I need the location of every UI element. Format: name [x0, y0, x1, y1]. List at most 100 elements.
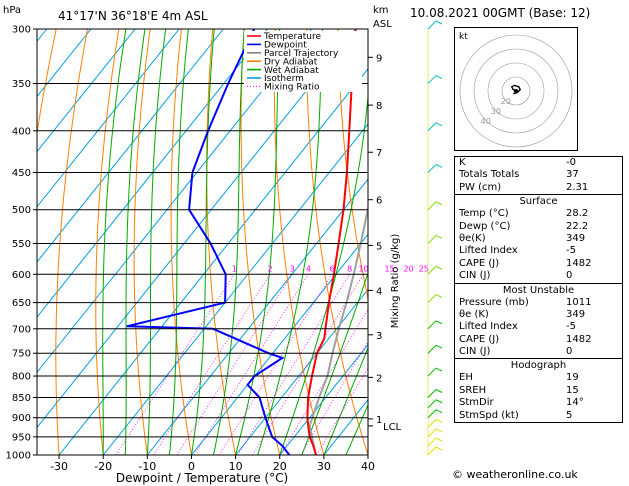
- legend-label: Temperature: [263, 32, 321, 42]
- wind-barb: [427, 235, 437, 244]
- wet-adiabat-line: [257, 29, 323, 455]
- km-tick-label: 1: [376, 415, 382, 426]
- wind-barb: [427, 164, 437, 173]
- km-tick-label: 4: [376, 286, 382, 297]
- hodograph-trace: [510, 84, 522, 95]
- hodograph-ring-label: 40: [481, 117, 491, 126]
- wind-barb: [427, 437, 437, 447]
- wind-barb-flag: [435, 437, 443, 442]
- index-name: Totals Totals: [459, 169, 520, 181]
- mixing-ratio-label: 1: [232, 264, 237, 273]
- isotherm-line: [37, 29, 312, 374]
- index-row: Dewp (°C) 22.2: [455, 221, 622, 233]
- wind-barb-flag: [435, 409, 443, 414]
- wind-barb-flag: [435, 418, 443, 423]
- datetime-label: 10.08.2021 00GMT (Base: 12): [410, 6, 591, 20]
- index-name: Temp (°C): [459, 208, 509, 220]
- mixing-ratio-line: [153, 274, 271, 455]
- index-row: θe(K) 349: [455, 233, 622, 245]
- dry-adiabat-line: [337, 29, 368, 301]
- wind-barb-flag: [435, 446, 443, 451]
- wind-barb: [427, 265, 437, 275]
- index-row: CAPE (J) 1482: [455, 334, 622, 346]
- y-tick-label: 850: [12, 393, 31, 404]
- index-row: StmDir 14°: [455, 397, 622, 409]
- location-label: 41°17'N 36°18'E 4m ASL: [58, 9, 208, 23]
- legend-label: Dewpoint: [264, 41, 307, 51]
- wind-barb-flag: [435, 399, 443, 404]
- wind-barb: [427, 409, 437, 419]
- y-tick-label: 300: [12, 25, 31, 36]
- km-tick-label: 3: [376, 331, 382, 342]
- index-value: -5: [566, 321, 576, 333]
- dry-adiabat-line: [273, 29, 325, 455]
- index-name: StmSpd (kt): [459, 409, 519, 421]
- index-name: SREH: [459, 384, 487, 396]
- index-name: CIN (J): [459, 346, 491, 358]
- wind-barb-flag: [435, 265, 443, 270]
- hodograph-ring: [473, 48, 559, 134]
- index-row: θe (K) 349: [455, 309, 622, 321]
- index-name: θe (K): [459, 308, 489, 320]
- hodograph-ring-label: 20: [501, 97, 511, 106]
- index-value: 15: [566, 384, 579, 396]
- index-name: K: [459, 157, 466, 168]
- mixing-ratio-line: [252, 274, 364, 455]
- index-value: 349: [566, 308, 586, 320]
- km-tick-label: 2: [376, 373, 382, 384]
- wind-barb-flag: [435, 367, 443, 372]
- isotherm-line: [37, 29, 180, 208]
- y-tick-label: 900: [12, 413, 31, 424]
- y-tick-label: 550: [12, 239, 31, 250]
- index-row: CIN (J) 0: [455, 346, 622, 358]
- legend-label: Mixing Ratio: [264, 83, 320, 93]
- y-tick-label: 600: [12, 270, 31, 281]
- y-tick-label: 650: [12, 298, 31, 309]
- mixing-ratio-label: 10: [358, 264, 368, 273]
- dry-adiabat-line: [305, 29, 368, 455]
- isotherm-line: [146, 178, 368, 455]
- legend-label: Parcel Trajectory: [264, 49, 339, 59]
- hodograph-unit-label: kt: [459, 32, 468, 42]
- index-value: 1482: [566, 333, 592, 345]
- index-value: -0: [566, 157, 576, 168]
- y-tick-label: 400: [12, 126, 31, 137]
- index-row: SREH 15: [455, 385, 622, 397]
- index-name: Lifted Index: [459, 245, 518, 257]
- index-row: Lifted Index -5: [455, 245, 622, 257]
- parcel-trajectory-line: [308, 203, 368, 455]
- y-tick-label: 750: [12, 349, 31, 360]
- wind-barb-flag: [435, 344, 443, 349]
- isotherm-line: [37, 29, 224, 263]
- wind-barb-flag: [435, 75, 443, 79]
- wind-barb-flag: [435, 235, 443, 239]
- index-value: 349: [566, 232, 586, 244]
- index-row: EH 19: [455, 372, 622, 384]
- index-value: 19: [566, 372, 579, 384]
- mixing-ratio-label: 25: [419, 264, 429, 273]
- y-tick-label: 950: [12, 432, 31, 443]
- index-name: θe(K): [459, 232, 486, 244]
- index-name: EH: [459, 372, 473, 384]
- mixing-ratio-label: 2: [268, 264, 273, 273]
- index-row: CAPE (J) 1482: [455, 258, 622, 270]
- mixing-ratio-label: 15: [384, 264, 394, 273]
- isotherm-line: [102, 123, 368, 455]
- index-name: Pressure (mb): [459, 296, 529, 308]
- isotherm-line: [279, 343, 368, 455]
- mixing-ratio-axis-title: Mixing Ratio (g/kg): [390, 234, 401, 329]
- index-value: 28.2: [566, 208, 589, 220]
- mixing-ratio-line: [115, 274, 235, 455]
- wind-barb: [427, 320, 437, 330]
- x-tick-label: -20: [94, 460, 112, 473]
- wind-barb: [427, 294, 437, 303]
- mixing-ratio-label: 8: [347, 264, 352, 273]
- isotherm-line: [37, 29, 357, 429]
- wind-barb: [427, 201, 437, 211]
- plot-frame: [36, 28, 369, 456]
- km-label: km: [373, 5, 389, 16]
- mixing-ratio-label: 6: [330, 264, 335, 273]
- wind-barb-flag: [435, 294, 443, 299]
- wind-barb-flag: [435, 201, 443, 206]
